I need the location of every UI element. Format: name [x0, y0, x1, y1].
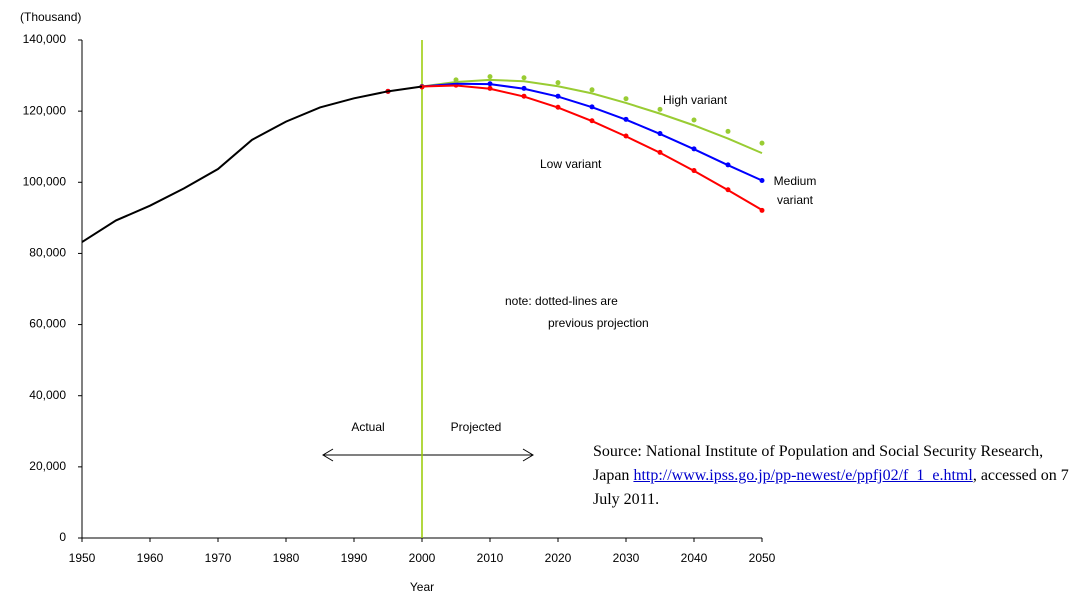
dot-marker	[623, 96, 629, 102]
x-axis-label: Year	[410, 580, 434, 594]
y-tick-label: 60,000	[29, 317, 66, 331]
x-tick-label: 2030	[613, 551, 640, 565]
source-accessed: , accessed on 7 July 2011.	[593, 467, 1069, 508]
dot-marker	[657, 106, 663, 112]
dot-marker	[589, 87, 595, 93]
source-text: Source: National Institute of Population…	[593, 443, 1044, 484]
x-tick-label: 1970	[205, 551, 232, 565]
high-label: High variant	[663, 93, 728, 107]
x-tick-label: 2000	[409, 551, 436, 565]
source: Source: National Institute of Population…	[593, 440, 1078, 512]
source-link[interactable]: http://www.ipss.go.jp/pp-newest/e/ppfj02…	[633, 467, 973, 484]
medium-label: Medium variant	[773, 174, 817, 207]
dot-marker	[555, 80, 561, 86]
x-tick-label: 2050	[749, 551, 776, 565]
x-tick-label: 1980	[273, 551, 300, 565]
note-line: previous projection	[548, 316, 649, 330]
dot-marker	[487, 74, 493, 80]
x-tick-label: 2020	[545, 551, 572, 565]
x-tick-label: 1960	[137, 551, 164, 565]
actual-label: Actual	[351, 420, 384, 434]
series-line	[421, 78, 763, 155]
y-tick-label: 40,000	[29, 388, 66, 402]
projected-label: Projected	[451, 420, 502, 434]
arrow-heads	[322, 448, 534, 462]
y-tick-label: 100,000	[23, 174, 67, 188]
note-line: note: dotted-lines are	[505, 294, 618, 308]
y-tick-label: 140,000	[23, 32, 67, 46]
x-tick-label: 2010	[477, 551, 504, 565]
y-tick-label: 0	[59, 530, 66, 544]
y-axis-label: (Thousand)	[20, 10, 81, 24]
series-line	[421, 82, 763, 182]
x-tick-label: 2040	[681, 551, 708, 565]
y-tick-label: 80,000	[29, 246, 66, 260]
x-tick-label: 1990	[341, 551, 368, 565]
series-line	[421, 84, 763, 211]
dot-marker	[521, 75, 527, 81]
dot-marker	[759, 140, 765, 146]
dot-marker	[691, 117, 697, 123]
dot-marker	[725, 128, 731, 134]
y-tick-label: 20,000	[29, 459, 66, 473]
low-label: Low variant	[540, 157, 602, 171]
x-tick-label: 1950	[69, 551, 96, 565]
y-tick-label: 120,000	[23, 103, 67, 117]
series-line	[81, 85, 423, 243]
